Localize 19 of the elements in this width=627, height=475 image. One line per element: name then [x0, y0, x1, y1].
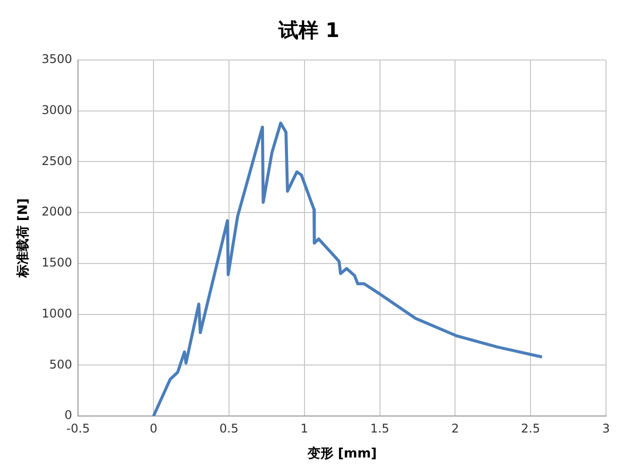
y-axis-title: 标准载荷 [N]: [15, 198, 32, 279]
x-tick-label: -0.5: [66, 421, 90, 436]
x-tick-label: 0.5: [219, 421, 239, 436]
y-tick-label: 0: [64, 408, 72, 422]
y-tick-label: 3000: [42, 102, 72, 117]
y-tick-label: 2500: [42, 154, 72, 168]
chart-title: 试样 1: [278, 18, 340, 42]
y-tick-label: 2000: [42, 204, 72, 219]
x-axis-title: 变形 [mm]: [306, 446, 377, 462]
x-tick-label: 2.5: [521, 421, 540, 436]
x-tick-label: 3: [602, 421, 610, 436]
y-tick-label: 3500: [42, 52, 72, 66]
y-tick-label: 1500: [42, 256, 72, 270]
x-tick-label: 1.5: [370, 421, 390, 436]
x-tick-label: 0: [150, 421, 158, 436]
x-tick-label: 2: [451, 421, 460, 436]
y-tick-label: 500: [49, 357, 72, 372]
x-tick-label: 1: [300, 421, 308, 436]
y-tick-label: 1000: [42, 306, 72, 320]
